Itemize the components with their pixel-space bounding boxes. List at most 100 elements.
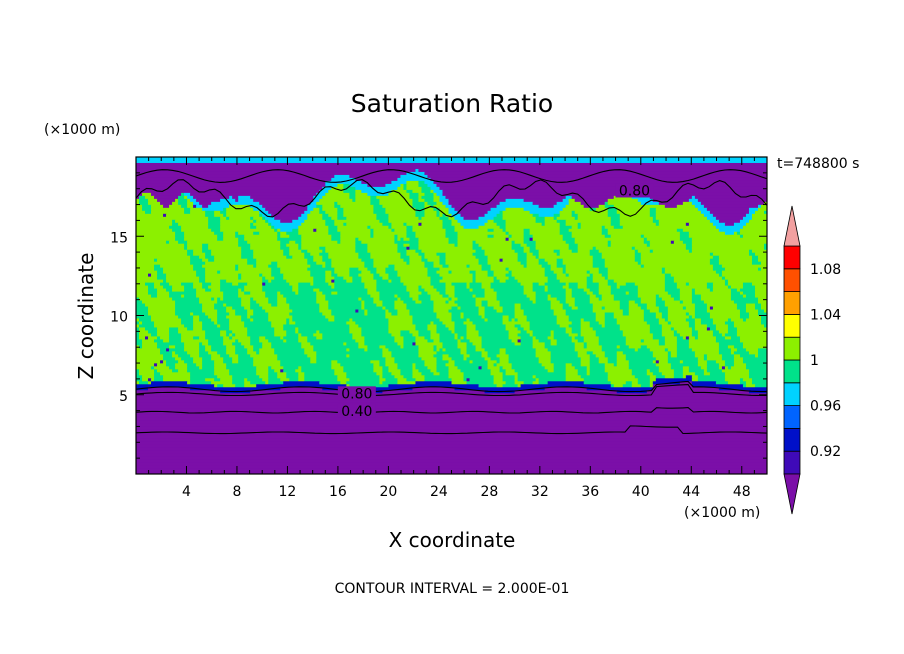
field-cell bbox=[394, 360, 426, 364]
field-cell bbox=[556, 201, 570, 206]
field-cell bbox=[355, 198, 371, 203]
field-cell bbox=[439, 207, 450, 212]
field-cell bbox=[475, 300, 483, 305]
field-cell bbox=[211, 345, 227, 349]
field-cell bbox=[481, 264, 492, 269]
field-cell bbox=[571, 291, 588, 296]
field-cell bbox=[160, 360, 164, 364]
field-cell bbox=[493, 216, 504, 221]
field-cell bbox=[136, 231, 176, 236]
field-cell bbox=[733, 231, 738, 236]
field-cell bbox=[625, 381, 633, 385]
field-cell bbox=[436, 357, 444, 361]
field-cell bbox=[565, 369, 579, 373]
field-cell bbox=[313, 207, 320, 212]
field-cell bbox=[322, 255, 329, 260]
field-cell bbox=[544, 270, 555, 275]
field-cell bbox=[421, 216, 441, 221]
field-cell bbox=[520, 339, 534, 344]
field-cell bbox=[445, 234, 459, 239]
field-cell bbox=[457, 297, 477, 302]
field-cell bbox=[373, 228, 393, 233]
field-cell bbox=[427, 291, 441, 296]
field-cell bbox=[436, 360, 450, 364]
field-cell bbox=[157, 330, 170, 335]
field-cell bbox=[595, 315, 606, 320]
field-cell bbox=[232, 282, 239, 287]
field-cell bbox=[208, 222, 221, 227]
field-cell bbox=[202, 303, 215, 308]
field-cell bbox=[199, 354, 212, 358]
field-cell bbox=[292, 255, 305, 260]
field-cell bbox=[628, 303, 639, 308]
field-cell bbox=[337, 210, 344, 215]
field-cell bbox=[709, 327, 717, 332]
field-cell bbox=[730, 366, 747, 370]
field-cell bbox=[157, 288, 167, 293]
field-cell bbox=[706, 327, 711, 332]
field-cell bbox=[694, 372, 705, 376]
field-cell bbox=[691, 378, 699, 382]
field-cell bbox=[190, 258, 203, 263]
field-cell bbox=[655, 357, 669, 361]
field-cell bbox=[334, 318, 350, 323]
field-cell bbox=[631, 195, 651, 200]
field-cell bbox=[616, 351, 624, 355]
field-cell bbox=[295, 240, 302, 245]
field-cell bbox=[151, 378, 155, 382]
field-cell bbox=[430, 186, 441, 191]
field-cell bbox=[487, 258, 501, 263]
field-cell bbox=[232, 381, 245, 385]
field-cell bbox=[679, 360, 684, 364]
field-cell bbox=[280, 240, 290, 245]
field-cell bbox=[433, 192, 438, 197]
field-cell bbox=[712, 306, 738, 311]
field-cell bbox=[232, 375, 260, 379]
field-cell bbox=[214, 255, 242, 260]
field-cell bbox=[289, 252, 305, 257]
field-cell bbox=[478, 312, 486, 317]
field-cell bbox=[262, 282, 266, 287]
field-cell bbox=[764, 309, 767, 314]
field-cell bbox=[394, 306, 408, 311]
field-cell bbox=[136, 216, 209, 221]
field-cell bbox=[247, 309, 254, 314]
field-cell bbox=[730, 336, 741, 341]
field-cell bbox=[523, 231, 531, 236]
field-cell bbox=[739, 219, 750, 224]
field-cell bbox=[244, 381, 251, 385]
field-cell bbox=[499, 369, 507, 373]
field-cell bbox=[385, 345, 402, 349]
field-cell bbox=[631, 384, 642, 388]
field-cell bbox=[295, 321, 347, 326]
field-cell bbox=[136, 438, 767, 442]
field-cell bbox=[469, 378, 495, 382]
field-cell bbox=[523, 237, 531, 242]
field-cell bbox=[151, 210, 185, 215]
field-cell bbox=[448, 354, 465, 358]
field-cell bbox=[226, 363, 254, 367]
field-cell bbox=[637, 294, 657, 299]
field-cell bbox=[670, 351, 678, 355]
field-cell bbox=[613, 384, 624, 388]
field-cell bbox=[241, 315, 248, 320]
field-cell bbox=[181, 192, 185, 197]
field-cell bbox=[229, 369, 257, 373]
field-cell bbox=[694, 327, 708, 332]
field-cell bbox=[706, 366, 720, 370]
field-cell bbox=[376, 279, 389, 284]
field-cell bbox=[433, 264, 444, 269]
field-cell bbox=[589, 357, 600, 361]
field-cell bbox=[340, 231, 371, 236]
field-cell bbox=[496, 291, 525, 296]
field-cell bbox=[376, 216, 389, 221]
field-cell bbox=[685, 243, 693, 248]
field-cell bbox=[385, 315, 414, 320]
field-cell bbox=[718, 387, 767, 391]
field-cell bbox=[349, 330, 362, 335]
field-cell bbox=[187, 351, 200, 355]
field-cell bbox=[764, 324, 767, 329]
field-cell bbox=[466, 345, 477, 349]
field-cell bbox=[385, 207, 417, 212]
field-cell bbox=[208, 204, 230, 209]
